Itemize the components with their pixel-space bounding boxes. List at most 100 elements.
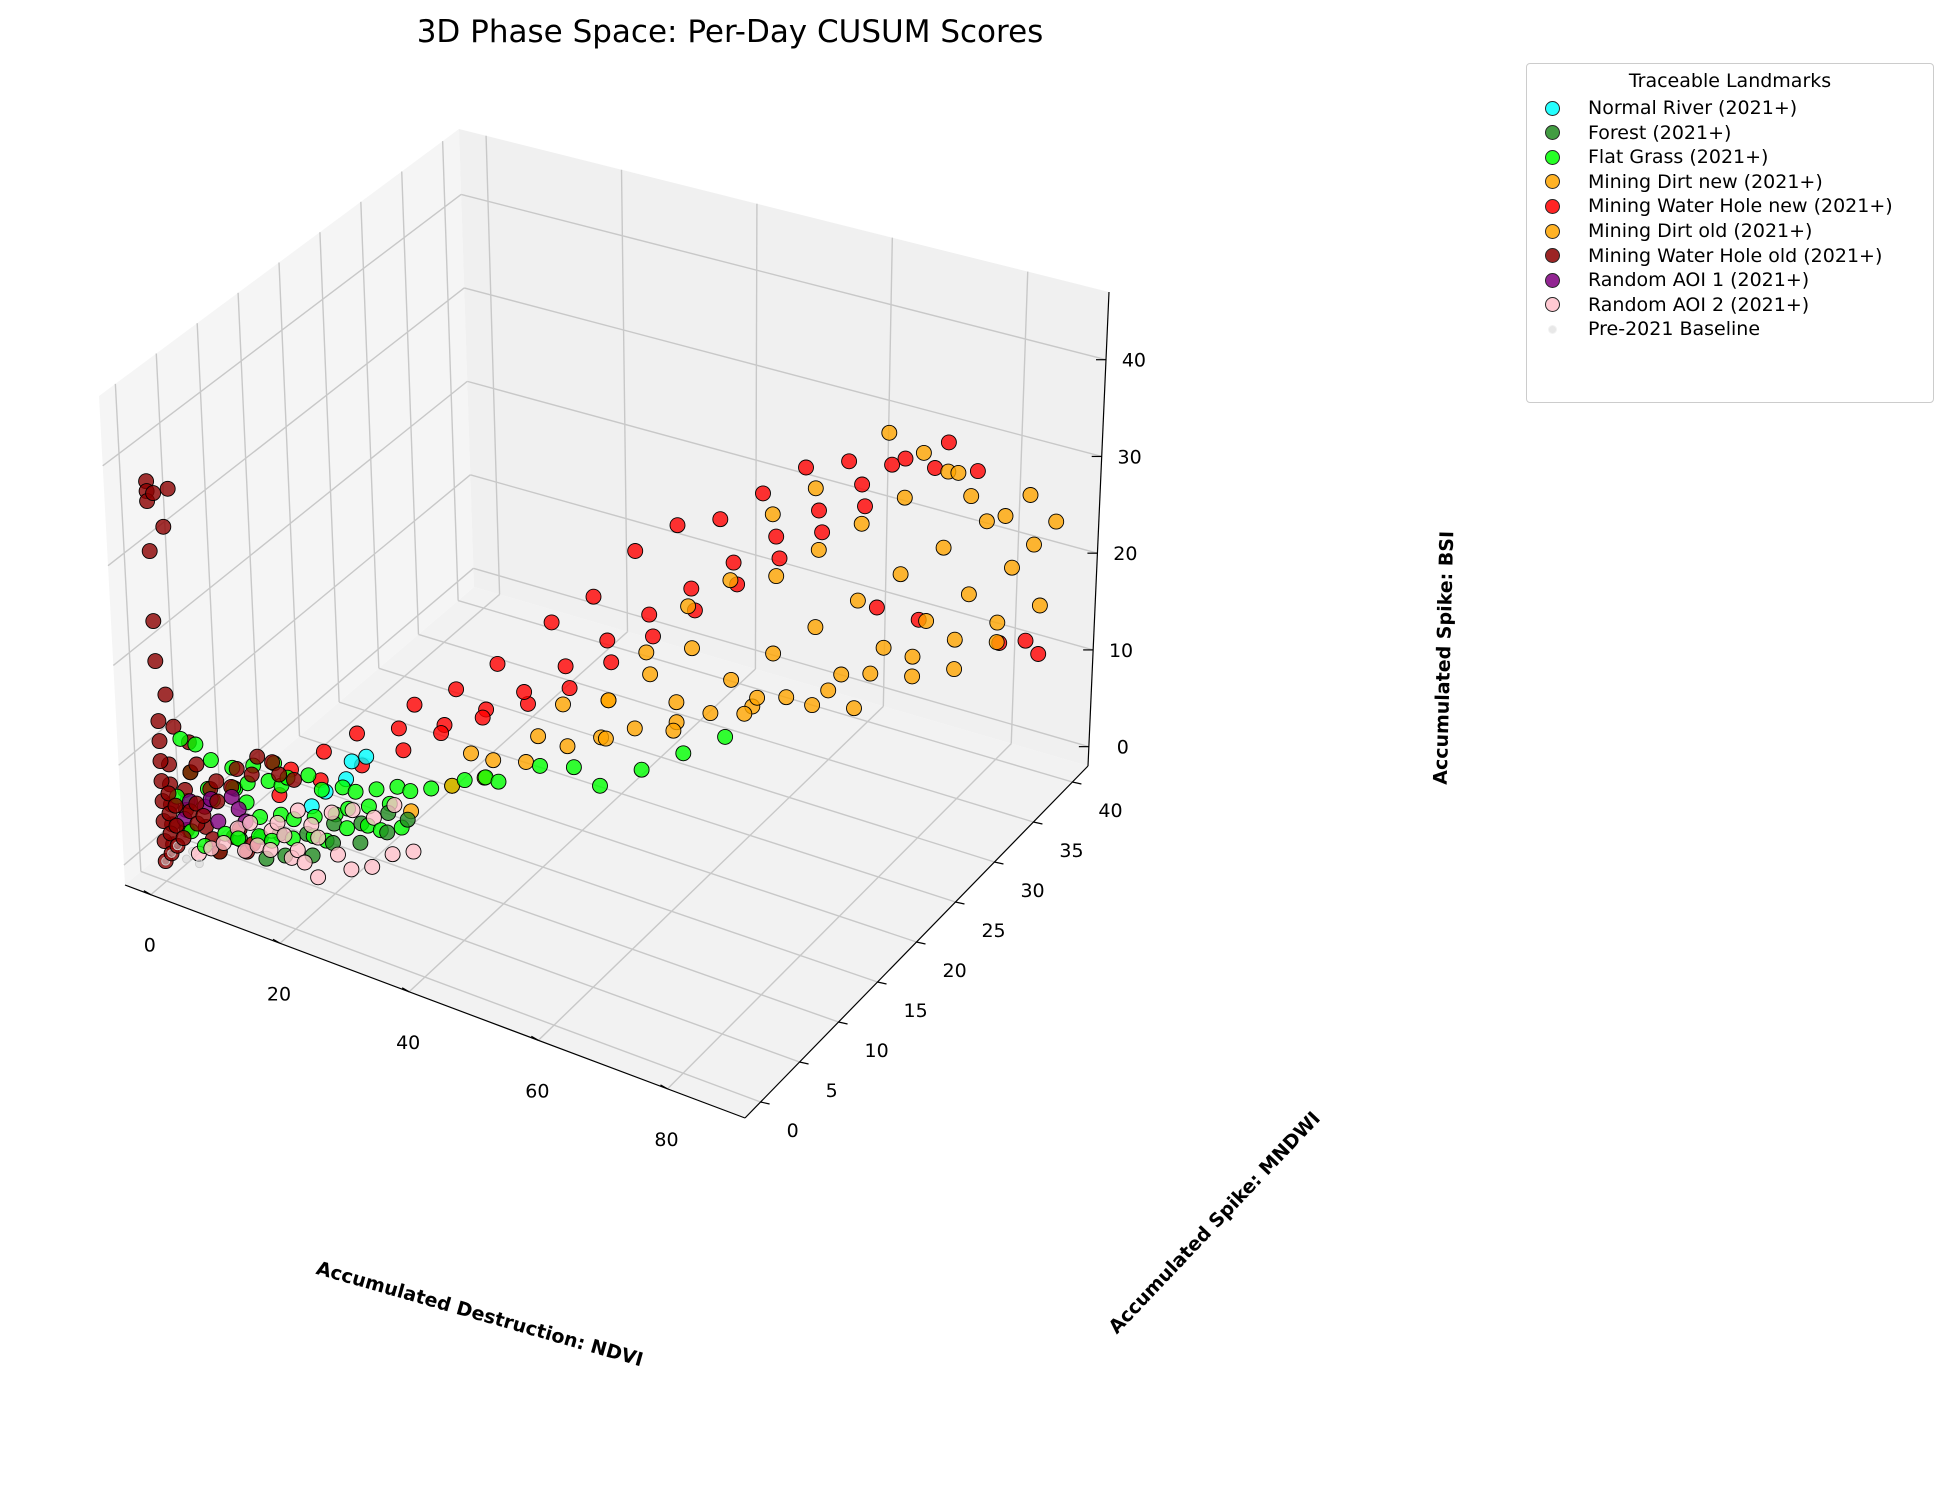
data-point-series-4: [768, 528, 785, 545]
data-point-series-2: [368, 781, 385, 798]
data-point-series-3: [881, 424, 898, 441]
data-point-series-4: [561, 680, 578, 697]
data-point-series-8: [242, 814, 259, 831]
legend-marker: [1545, 174, 1560, 190]
data-point-series-3: [918, 613, 935, 629]
grid-line-z: [102, 193, 462, 467]
y-tick: [838, 1021, 848, 1025]
data-point-series-3: [485, 752, 502, 769]
grid-line-y: [441, 141, 459, 601]
data-point-series-6: [152, 753, 169, 770]
data-point-series-5: [600, 692, 617, 709]
legend-marker: [1545, 198, 1560, 214]
grid-line-x: [754, 203, 758, 670]
data-point-series-5: [702, 705, 719, 722]
data-point-series-3: [680, 598, 697, 615]
data-point-series-6: [150, 713, 167, 730]
data-point-series-4: [557, 658, 574, 675]
data-point-series-6: [249, 748, 266, 765]
data-point-series-8: [215, 835, 232, 851]
data-point-series-3: [555, 696, 571, 713]
data-point-series-7: [230, 801, 247, 818]
y-tick-label: 30: [1020, 880, 1044, 902]
data-point-series-4: [433, 725, 450, 742]
x-axis-label: Accumulated Destruction: NDVI: [314, 1257, 646, 1371]
legend-item: Mining Water Hole old (2021+): [1545, 243, 1882, 269]
data-point-series-5: [1031, 597, 1048, 614]
y-tick: [760, 1101, 770, 1105]
data-point-series-3: [804, 697, 821, 714]
data-point-series-2: [532, 757, 548, 774]
data-point-series-6: [209, 793, 226, 810]
data-point-series-3: [997, 508, 1014, 524]
data-point-series-4: [868, 599, 885, 616]
data-point-series-6: [167, 797, 184, 814]
data-point-series-6: [243, 766, 260, 783]
data-point-series-2: [717, 728, 734, 745]
data-point-series-5: [820, 682, 837, 699]
data-point-series-3: [904, 668, 921, 685]
data-point-series-5: [989, 614, 1006, 631]
y-tick-label: 10: [865, 1040, 889, 1062]
data-point-series-2: [565, 759, 582, 776]
data-point-series-3: [1048, 513, 1065, 530]
legend-label: Random AOI 1 (2021+): [1588, 269, 1810, 292]
x-tick-label: 40: [396, 1032, 420, 1054]
data-point-series-6: [208, 773, 225, 790]
data-point-series-8: [386, 797, 403, 814]
data-point-series-4: [448, 681, 465, 698]
legend-label: Normal River (2021+): [1588, 97, 1798, 119]
chart-title: 3D Phase Space: Per-Day CUSUM Scores: [417, 14, 1044, 50]
data-point-series-5: [768, 568, 785, 585]
data-point-series-8: [330, 846, 346, 863]
z-tick-label: 10: [1109, 640, 1133, 662]
data-point-series-5: [807, 619, 824, 636]
grid-line-z: [112, 380, 468, 666]
data-point-series-4: [406, 696, 423, 713]
data-point-series-6: [168, 817, 185, 834]
grid-line-y: [457, 599, 1073, 783]
data-point-series-5: [896, 489, 913, 506]
legend-marker: [1548, 324, 1557, 334]
y-tick: [955, 901, 965, 905]
data-point-series-8: [310, 869, 327, 886]
grid-line-y: [378, 667, 995, 863]
data-point-series-3: [749, 689, 766, 706]
data-point-series-3: [668, 694, 685, 711]
tick-labels: 0 20 40 60 80 0 5 10 15 20 25 30 35 40 0 10 20 30 40: [143, 350, 1146, 1151]
data-point-series-5: [684, 640, 700, 657]
data-point-series-6: [228, 761, 245, 777]
x-tick: [401, 987, 410, 993]
y-tick-label: 0: [787, 1120, 799, 1142]
data-point-series-2: [172, 730, 189, 747]
legend-item: Random AOI 1 (2021+): [1545, 267, 1809, 293]
data-point-series-4: [725, 554, 742, 571]
data-point-series-4: [927, 460, 943, 476]
data-point-series-6: [165, 718, 182, 735]
data-point-series-3: [665, 722, 682, 739]
data-point-series-3: [946, 661, 963, 678]
legend-label: Random AOI 2 (2021+): [1588, 293, 1810, 316]
data-point-series-4: [1030, 646, 1047, 662]
left-pane: [99, 129, 474, 885]
data-point-series-8: [303, 817, 320, 834]
data-point-series-6: [145, 485, 162, 502]
data-point-series-4: [798, 459, 814, 476]
data-point-series-3: [988, 634, 1005, 651]
data-point-series-3: [875, 639, 892, 656]
y-tick: [877, 981, 887, 985]
grid-line-y: [140, 870, 761, 1103]
data-point-series-4: [897, 450, 914, 467]
data-point-series-4: [645, 628, 661, 645]
data-point-series-3: [833, 666, 850, 683]
data-point-series-3: [1004, 559, 1020, 576]
data-point-series-4: [599, 632, 616, 649]
data-point-series-3: [638, 644, 655, 661]
data-point-series-6: [188, 795, 205, 812]
legend-marker: [1545, 248, 1560, 264]
data-point-series-1: [379, 824, 396, 841]
grid-line-y: [360, 201, 380, 669]
data-point-series-5: [626, 720, 643, 737]
data-point-series-2: [313, 781, 330, 798]
legend-label: Flat Grass (2021+): [1588, 146, 1769, 169]
